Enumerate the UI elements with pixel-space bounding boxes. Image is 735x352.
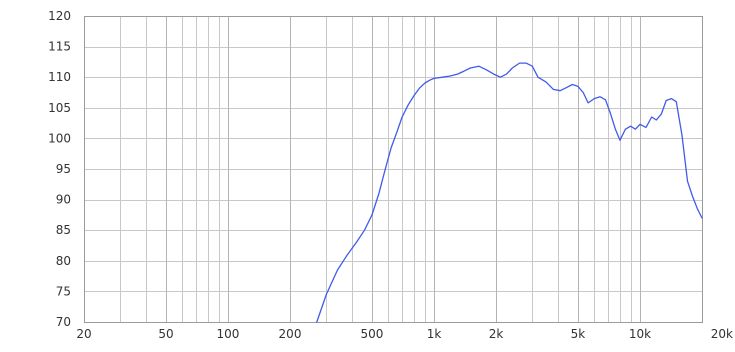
x-tick-label: 50	[158, 327, 173, 341]
y-tick-label: 120	[48, 9, 71, 23]
x-tick-label: 2k	[489, 327, 504, 341]
plot-frame	[84, 16, 703, 323]
x-tick-label: 1k	[427, 327, 442, 341]
y-tick-label: 95	[56, 162, 71, 176]
y-tick-label: 105	[48, 101, 71, 115]
x-tick-label: 100	[217, 327, 240, 341]
y-tick-label: 85	[56, 223, 71, 237]
x-tick-label: 200	[279, 327, 302, 341]
x-tick-labels: 20 50 100 200 500 1k 2k 5k 10k 20k	[76, 327, 733, 341]
series-layer	[316, 62, 703, 323]
x-tick-label: 10k	[629, 327, 651, 341]
y-tick-label: 100	[48, 131, 71, 145]
x-tick-label: 20k	[711, 327, 733, 341]
y-tick-label: 75	[56, 284, 71, 298]
y-tick-label: 90	[56, 193, 71, 207]
x-tick-label: 500	[361, 327, 384, 341]
y-tick-label: 115	[48, 40, 71, 54]
x-tick-label: 5k	[571, 327, 586, 341]
frequency-response-line	[316, 62, 703, 323]
x-tick-label: 20	[76, 327, 91, 341]
y-tick-label: 70	[56, 315, 71, 329]
y-tick-label: 110	[48, 70, 71, 84]
y-tick-labels: 70 75 80 85 90 95 100 105 110 115 120	[48, 9, 71, 329]
y-tick-label: 80	[56, 254, 71, 268]
